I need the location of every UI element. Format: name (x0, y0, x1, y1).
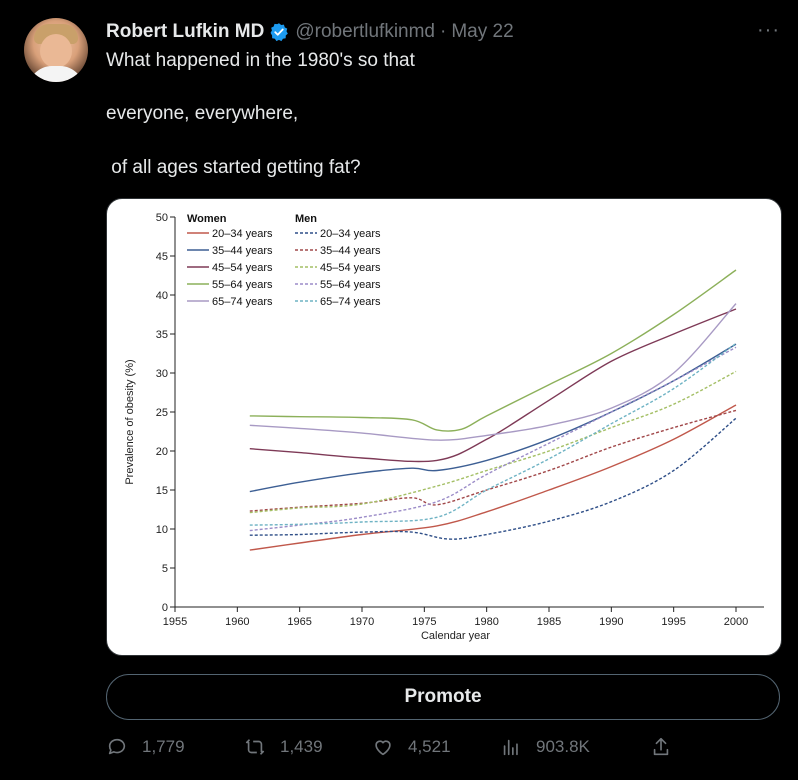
promote-button[interactable]: Promote (106, 674, 780, 720)
series-line-men (249, 417, 737, 540)
like-count: 4,521 (408, 737, 451, 756)
legend-label: 65–74 years (320, 296, 381, 308)
reply-button[interactable]: 1,779 (106, 736, 185, 758)
y-tick-label: 25 (156, 407, 168, 419)
x-tick-label: 1960 (225, 616, 249, 628)
like-button[interactable]: 4,521 (372, 736, 451, 758)
more-options-icon[interactable]: ··· (757, 19, 780, 41)
y-tick-label: 50 (156, 212, 168, 224)
legend-label: 45–54 years (320, 262, 381, 274)
reply-count: 1,779 (142, 737, 185, 756)
legend-label: 20–34 years (212, 228, 273, 240)
heart-icon (375, 740, 391, 756)
tweet-text: What happened in the 1980's so that ever… (106, 48, 766, 178)
y-tick-label: 5 (162, 563, 168, 575)
obesity-chart: 0 5 10 15 20 25 30 35 40 45 50 1955 1960 1965 1970 1975… (124, 212, 764, 642)
series-line-women (249, 343, 737, 493)
x-tick-label: 2000 (724, 616, 748, 628)
y-tick-label: 30 (156, 368, 168, 380)
retweet-button[interactable]: 1,439 (244, 736, 323, 758)
verified-badge-icon (269, 22, 289, 42)
series-line-men (249, 346, 737, 532)
share-icon (653, 737, 669, 756)
y-tick-label: 10 (156, 524, 168, 536)
legend-label: 55–64 years (212, 279, 273, 291)
legend-label: 55–64 years (320, 279, 381, 291)
reply-icon (108, 738, 126, 755)
x-axis-label: Calendar year (421, 630, 490, 642)
retweet-icon (245, 739, 265, 755)
x-tick-label: 1995 (661, 616, 685, 628)
avatar[interactable] (24, 18, 88, 82)
series-line-women (249, 308, 737, 463)
y-tick-label: 0 (162, 602, 168, 614)
series-line-women (249, 269, 737, 432)
author-name[interactable]: Robert Lufkin MD (106, 21, 265, 42)
legend-label: 20–34 years (320, 228, 381, 240)
x-tick-label: 1965 (287, 616, 311, 628)
tweet-header: Robert Lufkin MD @robertlufkinmd · May 2… (106, 20, 514, 44)
y-tick-label: 20 (156, 446, 168, 458)
action-bar: 1,779 1,439 4,521 903.8K (106, 736, 669, 764)
avatar-shirt (28, 66, 84, 82)
tweet-media-chart[interactable]: 0 5 10 15 20 25 30 35 40 45 50 1955 1960 1965 1970 1975… (106, 198, 782, 656)
tweet-text-line: of all ages started getting fat? (106, 157, 361, 178)
series-line-men (249, 370, 737, 514)
separator-dot: · (440, 21, 447, 42)
tweet-text-line: What happened in the 1980's so that (106, 50, 415, 71)
y-tick-label: 35 (156, 329, 168, 341)
author-handle[interactable]: @robertlufkinmd (295, 21, 435, 42)
legend-group-title: Women (187, 213, 227, 225)
avatar-face (40, 34, 72, 68)
x-tick-label: 1985 (537, 616, 561, 628)
y-tick-label: 45 (156, 251, 168, 263)
share-button[interactable] (650, 736, 686, 758)
series-line-women (249, 404, 737, 551)
legend-label: 65–74 years (212, 296, 273, 308)
y-tick-label: 15 (156, 485, 168, 497)
tweet-text-line: everyone, everywhere, (106, 103, 299, 124)
x-tick-label: 1990 (599, 616, 623, 628)
x-tick-label: 1955 (163, 616, 187, 628)
legend-label: 45–54 years (212, 262, 273, 274)
x-tick-label: 1970 (350, 616, 374, 628)
y-tick-label: 40 (156, 290, 168, 302)
legend-label: 35–44 years (320, 245, 381, 257)
tweet-date[interactable]: May 22 (451, 21, 514, 42)
views-count: 903.8K (536, 737, 590, 756)
series-line-men (249, 409, 737, 512)
series-line-women (249, 303, 737, 441)
retweet-count: 1,439 (280, 737, 323, 756)
views-icon (503, 739, 518, 756)
views-button[interactable]: 903.8K (500, 736, 590, 758)
x-tick-label: 1980 (474, 616, 498, 628)
y-axis-label: Prevalence of obesity (%) (124, 359, 136, 484)
legend-label: 35–44 years (212, 245, 273, 257)
x-tick-label: 1975 (412, 616, 436, 628)
legend-group-title: Men (295, 213, 317, 225)
